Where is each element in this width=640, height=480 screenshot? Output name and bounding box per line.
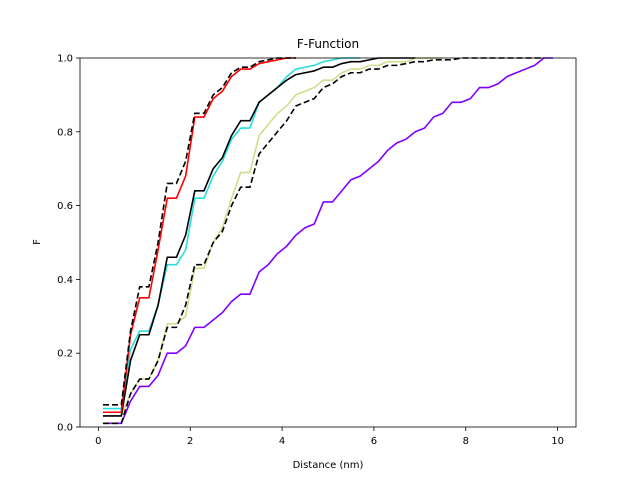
- plot-frame: [79, 57, 577, 428]
- x-tick-label: 0: [95, 436, 101, 447]
- x-tick-label: 8: [463, 436, 469, 447]
- y-tick-label: 0.0: [57, 423, 73, 434]
- series-line-4: [102, 57, 416, 417]
- series-line-0: [102, 57, 554, 425]
- y-tick-label: 0.8: [57, 127, 73, 138]
- y-axis-label: F: [32, 239, 43, 245]
- y-tick-label: 1.0: [57, 54, 73, 65]
- x-tick-label: 2: [187, 436, 193, 447]
- x-axis-label: Distance (nm): [293, 460, 364, 471]
- plot-area: [79, 57, 577, 428]
- y-tick-label: 0.6: [57, 201, 73, 212]
- x-tick-label: 4: [279, 436, 285, 447]
- x-tick-label: 10: [551, 436, 564, 447]
- chart-title: F-Function: [297, 37, 359, 51]
- x-axis: 0 2 4 6 8 10: [95, 427, 564, 447]
- y-axis: 0.0 0.2 0.4 0.6 0.8 1.0: [57, 54, 80, 434]
- series-line-5: [102, 57, 296, 414]
- y-tick-label: 0.4: [57, 275, 73, 286]
- series-line-1: [102, 57, 443, 417]
- plot-background: [80, 58, 576, 427]
- y-tick-label: 0.2: [57, 349, 73, 360]
- series-line-6: [102, 57, 296, 406]
- x-tick-label: 6: [371, 436, 377, 447]
